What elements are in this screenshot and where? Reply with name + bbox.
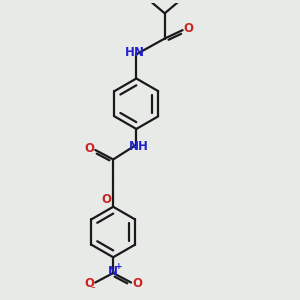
Text: O: O — [101, 193, 112, 206]
Text: H: H — [125, 46, 134, 59]
Text: N: N — [129, 140, 139, 153]
Text: O: O — [84, 142, 94, 155]
Text: +: + — [115, 262, 123, 271]
Text: O: O — [132, 277, 142, 290]
Text: H: H — [138, 140, 148, 153]
Text: N: N — [134, 46, 144, 59]
Text: O: O — [84, 277, 94, 290]
Text: N: N — [108, 266, 118, 278]
Text: ⁻: ⁻ — [91, 285, 96, 294]
Text: O: O — [184, 22, 194, 35]
